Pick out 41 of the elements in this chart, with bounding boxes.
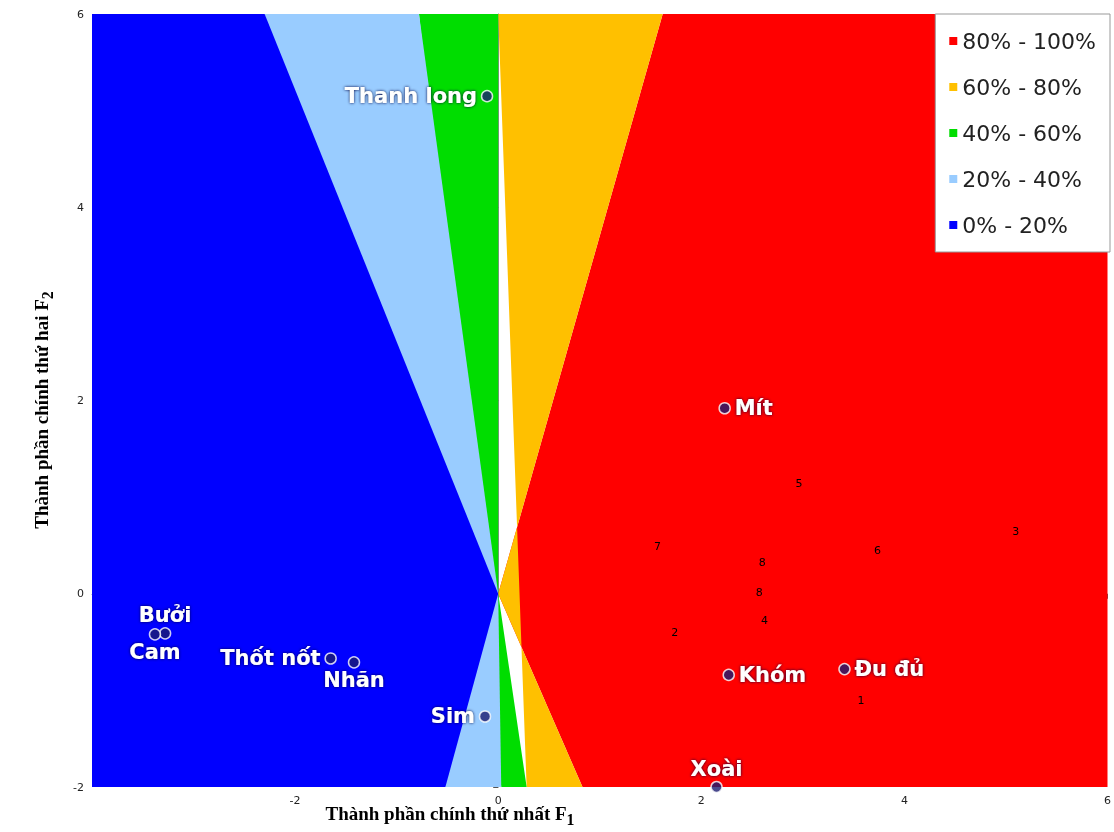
annotation: Đu đủ	[854, 657, 925, 682]
y-tick-label: 2	[77, 394, 84, 407]
legend-label: 60% - 80%	[962, 74, 1083, 100]
point	[478, 710, 492, 723]
annotation: 1	[857, 694, 865, 708]
annotation: Bưởi	[138, 603, 192, 628]
annotation: Nhãn	[323, 668, 385, 693]
x-tick-label: -2	[289, 794, 301, 807]
point	[710, 780, 723, 794]
point	[718, 401, 731, 415]
point	[324, 652, 337, 665]
annotation: 8	[758, 555, 766, 569]
annotation: 6	[873, 544, 881, 558]
annotation: 2	[671, 626, 679, 640]
annotation: Khóm	[738, 662, 807, 687]
legend-label: 80% - 100%	[962, 28, 1096, 54]
annotation: Thốt nốt	[220, 646, 321, 671]
legend-label: 20% - 40%	[962, 166, 1083, 192]
annotation: 3	[1012, 524, 1020, 538]
point	[722, 668, 735, 682]
annotation: Cam	[129, 640, 181, 665]
y-tick-label: 0	[77, 587, 84, 601]
x-tick-label: 4	[900, 794, 908, 807]
point	[347, 656, 361, 669]
x-tick-label: 6	[1104, 794, 1111, 807]
annotation: 4	[760, 613, 768, 627]
point	[838, 662, 851, 676]
y-tick-label: 6	[77, 7, 84, 21]
y-tick-label: 4	[77, 200, 84, 214]
annotation: Mít	[734, 396, 773, 421]
point	[480, 89, 494, 103]
y-tick-label: -2	[73, 780, 84, 794]
legend-label: 40% - 60%	[962, 120, 1083, 146]
annotation: 5	[795, 476, 803, 490]
point	[158, 627, 172, 640]
annotation: 8	[755, 585, 763, 599]
annotation: Xoài	[690, 757, 743, 781]
annotation: 7	[653, 540, 661, 554]
point	[148, 628, 162, 641]
legend-label: 0% - 20%	[962, 212, 1069, 238]
x-tick-label: 2	[697, 794, 705, 807]
